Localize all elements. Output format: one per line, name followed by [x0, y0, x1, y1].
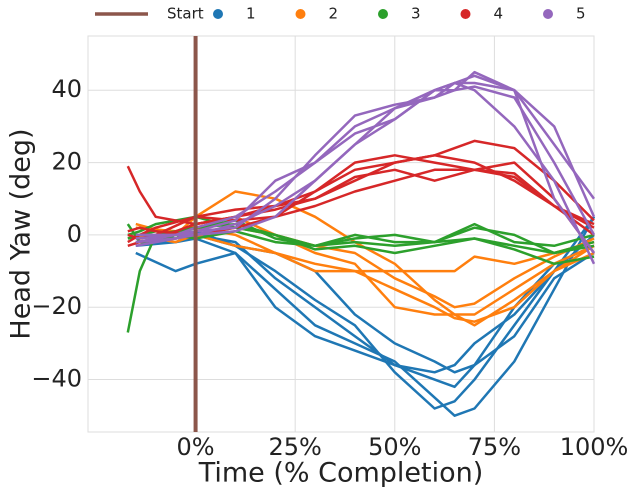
- legend-marker: [543, 9, 553, 19]
- trial-line: [127, 168, 595, 244]
- legend-label: 2: [329, 5, 339, 23]
- y-tick-label: 40: [51, 75, 82, 103]
- legend-marker: [295, 9, 306, 19]
- x-tick-label: 100%: [560, 433, 629, 461]
- trial-line: [135, 190, 595, 316]
- x-tick-label: 25%: [269, 433, 322, 461]
- trial-line: [135, 237, 595, 389]
- legend-marker: [378, 9, 388, 19]
- legend-label: Start: [167, 5, 204, 23]
- legend-marker: [213, 9, 223, 19]
- y-tick-label: 0: [67, 220, 82, 248]
- trial-line: [135, 233, 595, 374]
- trial-line: [126, 139, 595, 226]
- y-tick-label: 20: [51, 148, 82, 176]
- trial-line: [127, 154, 596, 254]
- x-axis-label: Time (% Completion): [198, 458, 484, 489]
- legend-marker: [460, 9, 471, 19]
- x-tick-label: 50%: [368, 433, 421, 461]
- y-axis-label: Head Yaw (deg): [6, 128, 37, 339]
- legend-label: 1: [246, 5, 256, 23]
- legend-label: 5: [576, 5, 586, 23]
- y-tick-label: −20: [31, 292, 82, 320]
- y-tick-label: −40: [31, 365, 82, 393]
- trial-line: [135, 216, 596, 417]
- legend-label: 4: [494, 5, 504, 23]
- legend-label: 3: [411, 5, 421, 23]
- x-tick-label: 75%: [468, 433, 521, 461]
- x-tick-label: 0%: [177, 433, 215, 461]
- trial-line: [127, 215, 595, 266]
- trial-line: [135, 81, 596, 265]
